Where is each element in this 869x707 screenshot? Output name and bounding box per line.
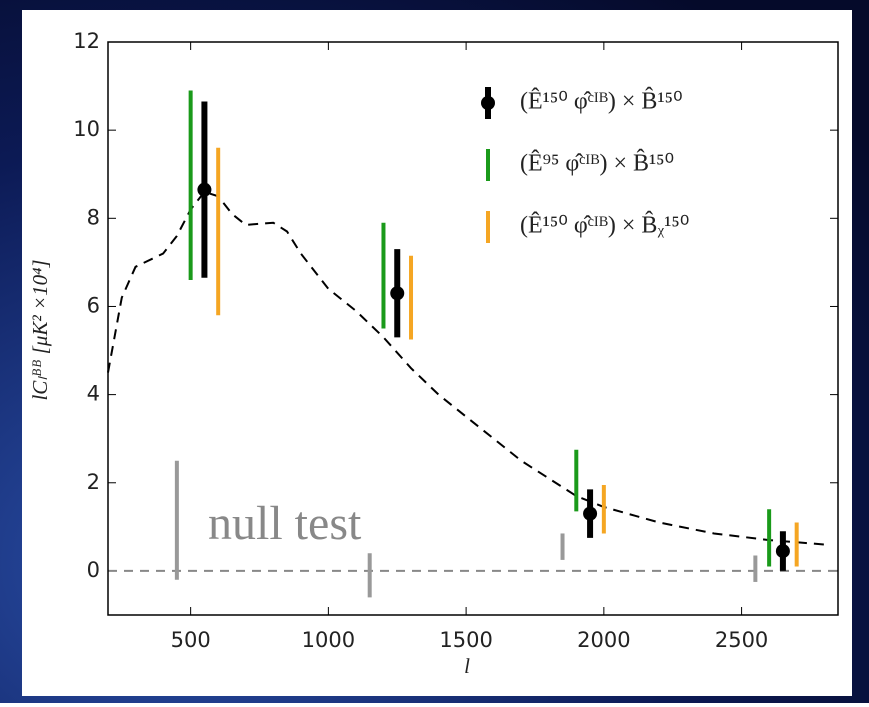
legend-label: (Ê⁹⁵ φ̂ᶜᴵᴮ) × B̂¹⁵⁰ <box>520 149 674 177</box>
y-tick-label: 2 <box>87 470 100 494</box>
x-tick-label: 2000 <box>577 628 630 652</box>
legend-label: (Ê¹⁵⁰ φ̂ᶜᴵᴮ) × B̂¹⁵⁰ <box>520 87 683 115</box>
y-tick-label: 12 <box>73 29 100 53</box>
x-tick-label: 1500 <box>439 628 492 652</box>
y-tick-label: 0 <box>87 558 100 582</box>
data-point <box>775 544 790 559</box>
data-point <box>197 182 212 197</box>
y-tick-label: 6 <box>87 293 100 317</box>
data-point <box>390 286 405 301</box>
legend-label: (Ê¹⁵⁰ φ̂ᶜᴵᴮ) × B̂ᵪ¹⁵⁰ <box>520 211 689 239</box>
y-tick-label: 8 <box>87 205 100 229</box>
y-axis-label: lCₗᴮᴮ [μK² ×10⁴] <box>28 259 52 400</box>
plot-frame <box>107 41 839 616</box>
x-axis-label: l <box>464 654 470 678</box>
data-point <box>583 506 598 521</box>
annotation: null test <box>208 497 362 550</box>
y-tick-label: 10 <box>73 117 100 141</box>
legend-marker <box>481 96 495 110</box>
x-tick-label: 1000 <box>302 628 355 652</box>
x-tick-label: 2500 <box>715 628 768 652</box>
x-tick-label: 500 <box>171 628 211 652</box>
y-tick-label: 4 <box>87 382 100 406</box>
panel <box>22 10 852 696</box>
